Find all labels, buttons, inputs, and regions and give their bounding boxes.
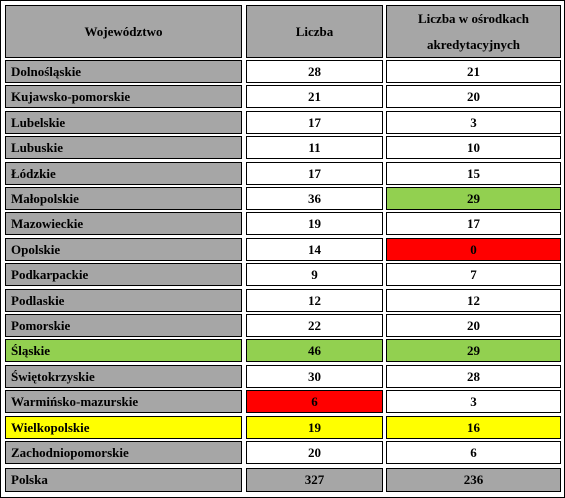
- row-accredited: 17: [386, 212, 561, 235]
- row-name: Śląskie: [5, 339, 242, 362]
- row-name: Podlaskie: [5, 289, 242, 312]
- row-name: Wielkopolskie: [5, 416, 242, 439]
- row-count: 20: [246, 441, 383, 464]
- row-count: 46: [246, 339, 383, 362]
- header-liczba-osrodki: Liczba w ośrodkach akredytacyjnych: [386, 5, 561, 58]
- row-accredited: 20: [386, 314, 561, 337]
- row-name: Opolskie: [5, 238, 242, 261]
- row-name: Warmińsko-mazurskie: [5, 390, 242, 413]
- row-count: 21: [246, 85, 383, 108]
- row-accredited: 29: [386, 339, 561, 362]
- row-count: 11: [246, 136, 383, 159]
- row-count: 14: [246, 238, 383, 261]
- row-accredited: 7: [386, 263, 561, 286]
- row-name: Świętokrzyskie: [5, 365, 242, 388]
- row-name: Kujawsko-pomorskie: [5, 85, 242, 108]
- row-count: 12: [246, 289, 383, 312]
- row-accredited: 21: [386, 60, 561, 83]
- row-accredited: 12: [386, 289, 561, 312]
- row-name: Lubuskie: [5, 136, 242, 159]
- row-accredited: 3: [386, 390, 561, 413]
- row-count: 19: [246, 212, 383, 235]
- row-accredited: 10: [386, 136, 561, 159]
- row-count: 17: [246, 111, 383, 134]
- row-count: 30: [246, 365, 383, 388]
- row-accredited: 6: [386, 441, 561, 464]
- row-accredited: 20: [386, 85, 561, 108]
- row-name: Pomorskie: [5, 314, 242, 337]
- row-count: 9: [246, 263, 383, 286]
- row-name: Dolnośląskie: [5, 60, 242, 83]
- row-accredited: 3: [386, 111, 561, 134]
- row-name: Małopolskie: [5, 187, 242, 210]
- row-count: 17: [246, 162, 383, 185]
- row-name: Łódzkie: [5, 162, 242, 185]
- total-accredited: 236: [386, 468, 561, 492]
- row-count: 36: [246, 187, 383, 210]
- header-wojewodztwo: Województwo: [5, 5, 242, 58]
- row-accredited: 28: [386, 365, 561, 388]
- row-name: Zachodniopomorskie: [5, 441, 242, 464]
- row-count: 28: [246, 60, 383, 83]
- total-count: 327: [246, 468, 383, 492]
- row-count: 19: [246, 416, 383, 439]
- header-liczba: Liczba: [246, 5, 383, 58]
- total-name: Polska: [5, 468, 242, 492]
- row-name: Lubelskie: [5, 111, 242, 134]
- row-count: 6: [246, 390, 383, 413]
- row-count: 22: [246, 314, 383, 337]
- row-accredited: 29: [386, 187, 561, 210]
- row-accredited: 15: [386, 162, 561, 185]
- row-name: Mazowieckie: [5, 212, 242, 235]
- row-accredited: 16: [386, 416, 561, 439]
- row-name: Podkarpackie: [5, 263, 242, 286]
- row-accredited: 0: [386, 238, 561, 261]
